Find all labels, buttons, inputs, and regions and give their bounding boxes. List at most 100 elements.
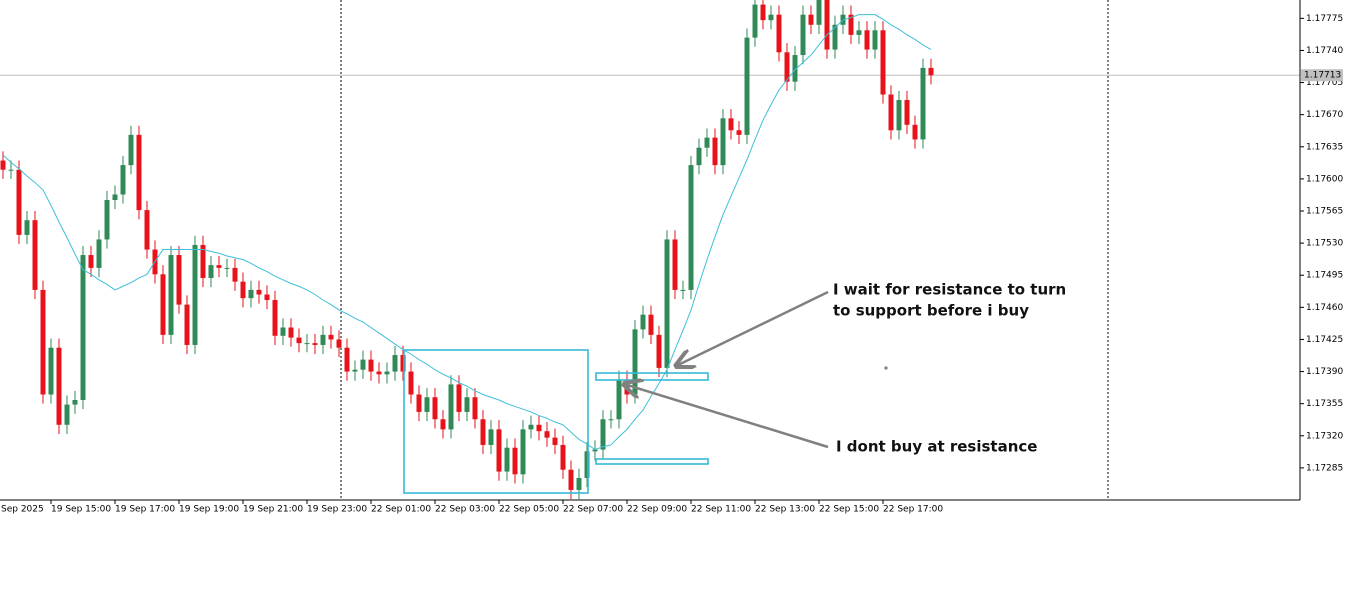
annotation-text: I dont buy at resistance [836,438,1037,456]
current-price-box [1301,69,1343,82]
candle-body [392,355,398,372]
candle-body [360,359,366,370]
candle-body [600,419,606,450]
candle-body [80,255,86,400]
candle-body [760,4,766,21]
candle-body [400,355,406,372]
y-tick-label: 1.17460 [1306,303,1343,313]
candle-body [440,419,446,430]
annotation-text: to support before i buy [833,302,1029,320]
candle-body [472,397,478,420]
candle-body [664,239,670,368]
x-tick-label: 19 Sep 19:00 [179,505,239,515]
dot [884,366,888,370]
candle-body [232,267,238,282]
x-tick-label: 19 Sep 21:00 [243,505,303,515]
candle-body [8,169,14,171]
candle-body [0,160,6,170]
candle-body [104,200,110,240]
candle-body [800,14,806,56]
candle-body [200,244,206,278]
candle-body [752,4,758,38]
candle-body [264,294,270,300]
candle-body [592,449,598,452]
y-tick-label: 1.17530 [1306,239,1343,249]
candle-body [16,169,22,235]
x-tick-label: 22 Sep 17:00 [883,505,943,515]
annotations: I wait for resistance to turn to support… [403,281,1066,494]
candle-body [24,220,30,235]
candle-body [832,24,838,50]
candle-body [64,404,70,425]
candle-body [32,220,38,290]
x-tick-label: 19 Sep 23:00 [307,505,367,515]
candle-body [112,194,118,200]
candle-body [336,339,342,348]
candle-body [744,37,750,135]
candle-body [616,379,622,420]
candle-body [576,477,582,490]
candle-body [272,300,278,336]
candle-body [632,329,638,395]
candle-body [680,289,686,291]
candle-body [280,327,286,336]
candle-body [784,52,790,82]
candle-body [888,94,894,131]
candle-body [432,397,438,420]
candle-body [640,314,646,330]
x-tick-label: 22 Sep 01:00 [371,505,431,515]
x-tick-label: 19 Sep 15:00 [51,505,111,515]
y-tick-label: 1.17285 [1306,463,1343,473]
candle-body [416,394,422,412]
x-tick-label: 22 Sep 09:00 [627,505,687,515]
candle-body [608,419,614,421]
candle-body [872,30,878,50]
resistance-zone [595,372,709,381]
candle-body [848,14,854,35]
candle-body [224,267,230,269]
candle-body [712,137,718,166]
candle-body [816,0,822,25]
x-tick-label: 22 Sep 03:00 [435,505,495,515]
y-tick-label: 1.17705 [1306,78,1343,88]
candle-body [504,447,510,472]
plot-area [0,0,1300,500]
y-tick-label: 1.17355 [1306,399,1343,409]
candle-body [496,429,502,472]
candle-body [856,30,862,35]
x-tick-label: 22 Sep 05:00 [499,505,559,515]
y-tick-label: 1.17390 [1306,367,1343,377]
candle-body [488,429,494,445]
candle-body [56,347,62,425]
x-tick-label: 22 Sep 15:00 [819,505,879,515]
candle-body [672,239,678,290]
x-tick-label: Sep 2025 [1,505,44,515]
candle-body [768,14,774,21]
candle-body [184,304,190,345]
y-tick-label: 1.17495 [1306,271,1343,281]
candle-body [88,255,94,268]
candle-body [728,118,734,131]
candle-body [824,0,830,50]
candle-body [648,314,654,335]
candle-body [144,210,150,250]
candle-body [288,327,294,338]
candle-body [528,424,534,430]
candle-body [520,429,526,475]
candle-body [304,343,310,345]
moving-average [2,14,932,451]
candle-body [352,369,358,372]
candle-body [808,14,814,25]
annotation-text: I wait for resistance to turn [833,281,1066,299]
candle-body [560,444,566,470]
support-zone [595,458,709,465]
candle-body [656,334,662,368]
y-tick-label: 1.17320 [1306,431,1343,441]
candle-body [736,130,742,135]
candle-body [168,255,174,335]
candle-body [256,289,262,295]
arrow [624,384,829,449]
candle-body [464,397,470,412]
candle-body [536,424,542,432]
candle-body [128,134,134,166]
